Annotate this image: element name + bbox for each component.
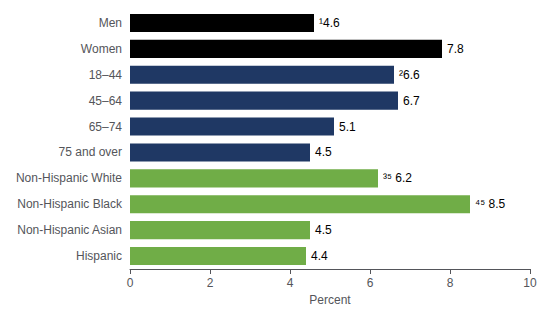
svg-text:5.1: 5.1 bbox=[339, 120, 356, 134]
svg-text:Men: Men bbox=[99, 16, 122, 30]
svg-text:10: 10 bbox=[523, 276, 537, 290]
svg-text:6.7: 6.7 bbox=[403, 94, 420, 108]
svg-text:⁴⁵ 8.5: ⁴⁵ 8.5 bbox=[475, 197, 505, 211]
svg-text:4.4: 4.4 bbox=[311, 249, 328, 263]
svg-text:45–64: 45–64 bbox=[89, 94, 123, 108]
svg-text:6: 6 bbox=[367, 276, 374, 290]
svg-text:2: 2 bbox=[207, 276, 214, 290]
svg-text:Percent: Percent bbox=[309, 293, 351, 307]
svg-text:²6.6: ²6.6 bbox=[399, 68, 420, 82]
svg-text:Non-Hispanic White: Non-Hispanic White bbox=[16, 171, 122, 185]
svg-text:Non-Hispanic Asian: Non-Hispanic Asian bbox=[17, 223, 122, 237]
svg-text:³⁵ 6.2: ³⁵ 6.2 bbox=[383, 171, 412, 185]
svg-text:Hispanic: Hispanic bbox=[76, 249, 122, 263]
svg-text:4: 4 bbox=[287, 276, 294, 290]
svg-text:¹4.6: ¹4.6 bbox=[319, 16, 340, 30]
svg-text:4.5: 4.5 bbox=[315, 223, 332, 237]
svg-text:Non-Hispanic Black: Non-Hispanic Black bbox=[17, 197, 123, 211]
svg-text:18–44: 18–44 bbox=[89, 68, 123, 82]
svg-text:65–74: 65–74 bbox=[89, 120, 123, 134]
svg-text:Women: Women bbox=[81, 42, 122, 56]
svg-text:7.8: 7.8 bbox=[447, 42, 464, 56]
svg-text:75 and over: 75 and over bbox=[59, 145, 122, 159]
svg-text:0: 0 bbox=[127, 276, 134, 290]
svg-text:8: 8 bbox=[447, 276, 454, 290]
svg-text:4.5: 4.5 bbox=[315, 145, 332, 159]
